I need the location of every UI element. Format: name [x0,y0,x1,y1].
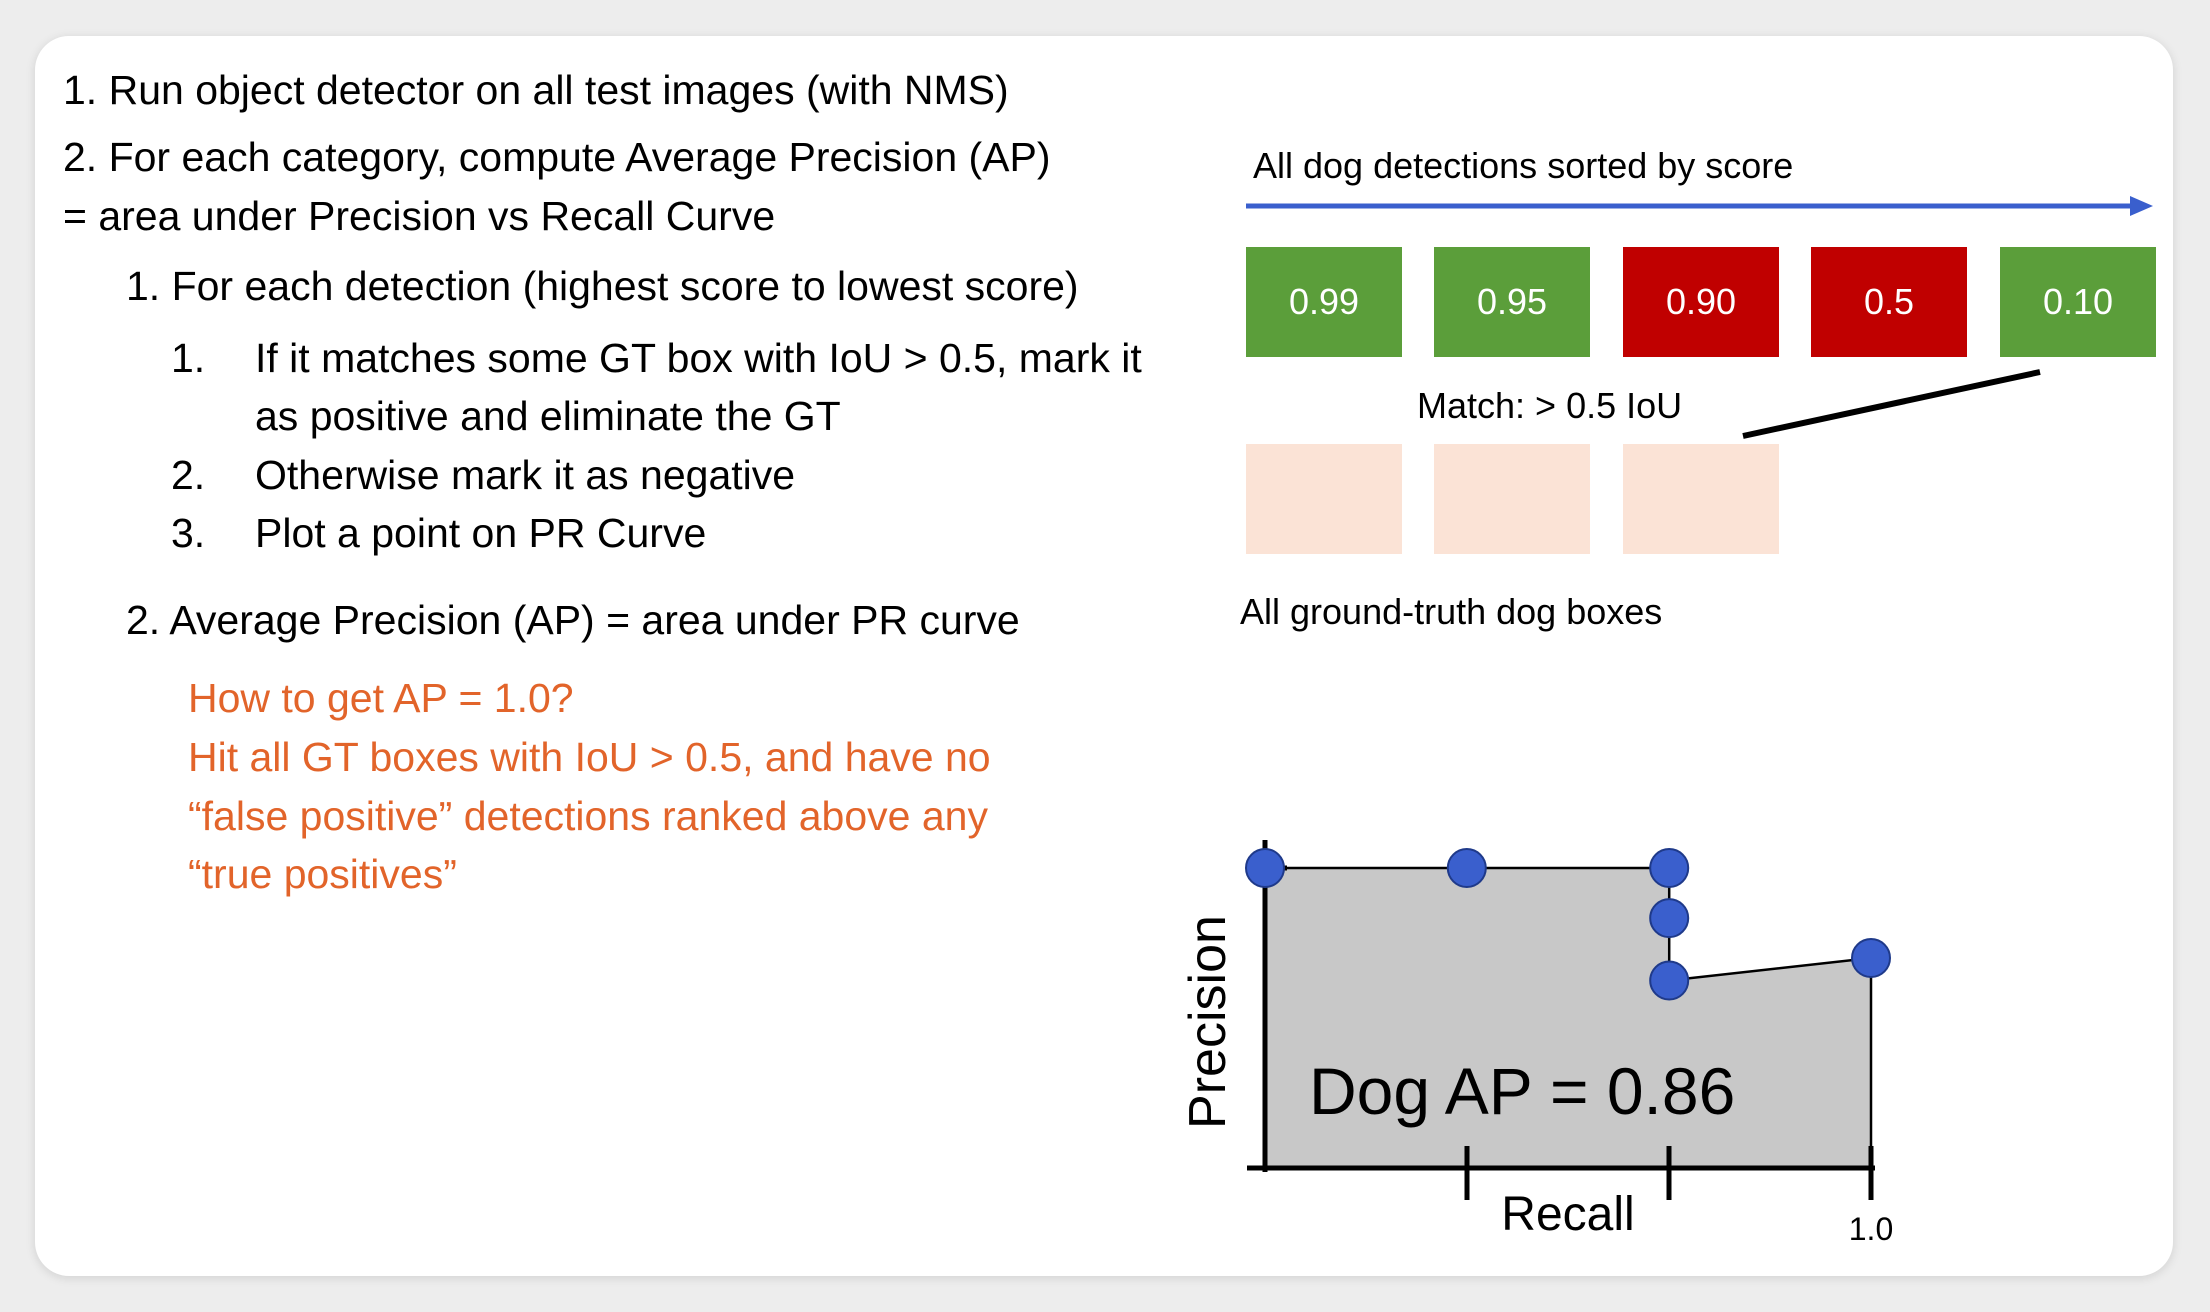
detection-score: 0.95 [1476,281,1548,322]
x-tick-label: 1.0 [1849,1211,1893,1247]
detection-box: 0.99 [1246,247,1402,357]
pr-point [1649,848,1690,888]
ground-truth-box [1246,444,1402,554]
detection-box: 0.95 [1434,247,1590,357]
pr-point [1446,848,1487,888]
item-1-line-1: If it matches some GT box with IoU > 0.5… [255,335,1142,381]
pr-point [1649,960,1690,1001]
item-3-text: Plot a point on PR Curve [255,510,707,556]
detection-score: 0.90 [1665,281,1737,322]
ap-annotation: Dog AP = 0.86 [1309,1054,1735,1128]
question-line-4: “true positives” [188,851,457,897]
slide: 1. Run object detector on all test image… [35,36,2173,1276]
substep-2: 2. Average Precision (AP) = area under P… [126,597,1020,643]
match-connector-line [1742,369,2041,439]
y-axis-label: Precision [1179,915,1237,1129]
item-2-text: Otherwise mark it as negative [255,452,796,498]
detection-box: 0.90 [1623,247,1779,357]
detection-score: 0.10 [2042,281,2114,322]
item-1-number: 1. [171,335,206,381]
step-2-line-2: = area under Precision vs Recall Curve [63,193,776,239]
pr-point [1245,848,1285,888]
match-label: Match: > 0.5 IoU [1417,385,1683,426]
question-line-1: How to get AP = 1.0? [188,675,574,721]
pr-point [1649,898,1690,939]
item-2-number: 2. [171,452,206,498]
detection-box: 0.5 [1811,247,1967,357]
item-1-line-2: as positive and eliminate the GT [255,393,841,439]
substep-1: 1. For each detection (highest score to … [126,263,1079,309]
detection-score: 0.5 [1863,281,1915,322]
question-line-3: “false positive” detections ranked above… [188,793,988,839]
question-line-2: Hit all GT boxes with IoU > 0.5, and hav… [188,734,991,780]
step-1: 1. Run object detector on all test image… [63,67,1009,113]
diagram-svg: Precision Recall 1.0 Dog AP = 0.86 [1179,196,2153,1247]
step-2-line-1: 2. For each category, compute Average Pr… [63,134,1051,180]
x-axis-label: Recall [1501,1188,1634,1241]
ground-truth-box [1623,444,1779,554]
pr-chart: Precision Recall 1.0 Dog AP = 0.86 [1179,840,1893,1247]
detections-title: All dog detections sorted by score [1253,145,1794,186]
ground-truth-label: All ground-truth dog boxes [1240,591,1663,632]
detection-score: 0.99 [1288,281,1360,322]
detection-box: 0.10 [2000,247,2156,357]
pr-point [1851,938,1891,978]
pr-area [1265,868,1871,1168]
ground-truth-box [1434,444,1590,554]
sort-arrow-head [2130,196,2153,216]
item-3-number: 3. [171,510,206,556]
